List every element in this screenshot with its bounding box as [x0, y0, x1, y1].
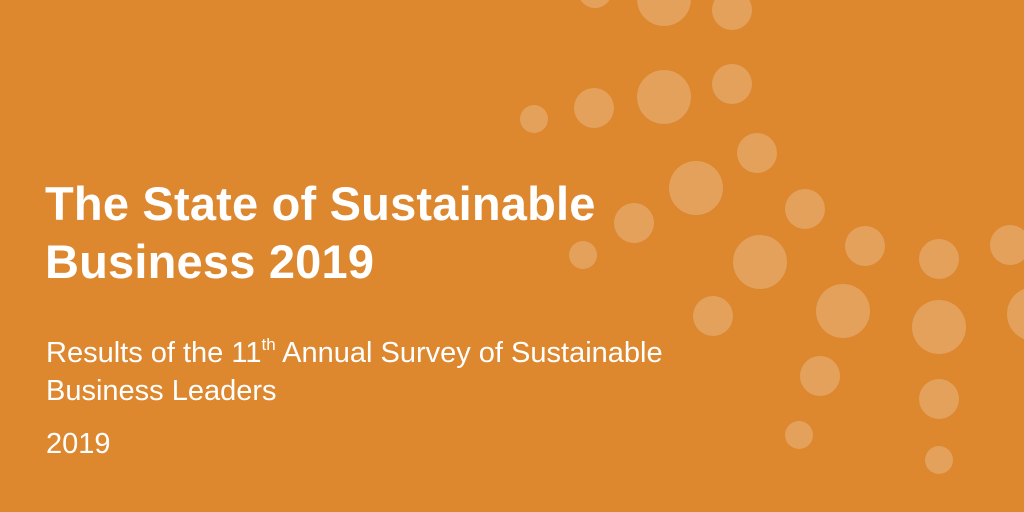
- report-title-line-2: Business 2019: [45, 235, 375, 288]
- decorative-dot: [990, 225, 1024, 265]
- report-year: 2019: [46, 428, 111, 460]
- decorative-dot: [712, 64, 752, 104]
- subtitle-text-after-ordinal: Annual Survey of Sustainable: [275, 337, 663, 369]
- decorative-dot: [669, 161, 723, 215]
- decorative-dot: [637, 0, 691, 26]
- report-title: The State of Sustainable Business 2019: [45, 175, 685, 291]
- report-title-line-1: The State of Sustainable: [45, 177, 596, 230]
- decorative-dot: [578, 0, 612, 8]
- decorative-dot: [733, 235, 787, 289]
- decorative-dot: [919, 379, 959, 419]
- decorative-dot: [569, 241, 597, 269]
- decorative-dot: [1007, 287, 1024, 341]
- decorative-dot: [520, 105, 548, 133]
- report-subtitle-line-2: Business Leaders: [46, 375, 277, 407]
- decorative-dot: [925, 446, 953, 474]
- ordinal-suffix: th: [261, 335, 276, 354]
- report-subtitle: Results of the 11th Annual Survey of Sus…: [46, 334, 806, 410]
- report-subtitle-line-1: Results of the 11th Annual Survey of Sus…: [46, 334, 806, 372]
- decorative-dot: [637, 70, 691, 124]
- subtitle-text-before-ordinal: Results of the 11: [46, 337, 262, 369]
- decorative-dot: [614, 203, 654, 243]
- decorative-dot: [693, 296, 733, 336]
- decorative-dot: [737, 133, 777, 173]
- decorative-dot: [785, 189, 825, 229]
- decorative-dot: [574, 88, 614, 128]
- decorative-dot: [712, 0, 752, 30]
- decorative-dot: [845, 226, 885, 266]
- decorative-dot: [912, 300, 966, 354]
- decorative-dot: [816, 284, 870, 338]
- decorative-dot: [800, 356, 840, 396]
- decorative-dot: [919, 239, 959, 279]
- decorative-dot: [785, 421, 813, 449]
